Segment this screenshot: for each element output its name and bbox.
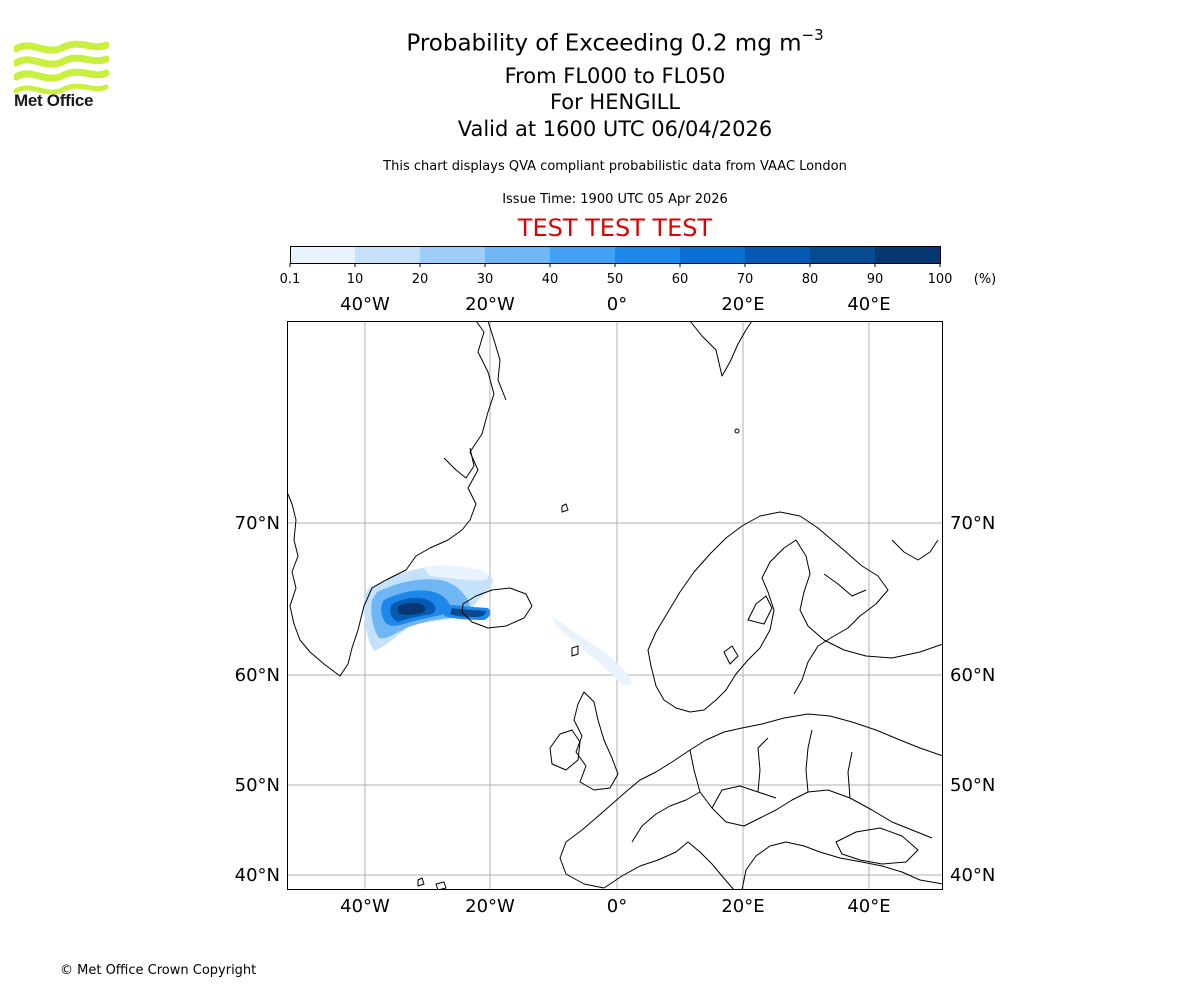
test-banner: TEST TEST TEST (517, 214, 713, 242)
lat-tick-label: 40°N (235, 865, 280, 886)
copyright-notice: © Met Office Crown Copyright (60, 963, 257, 978)
legend-tick-label: 70 (737, 272, 754, 287)
lon-tick-label: 20°E (721, 896, 764, 917)
lat-tick-label: 70°N (235, 513, 280, 534)
legend-unit: (%) (974, 272, 997, 287)
lon-tick-label: 0° (607, 294, 627, 315)
legend-swatch (875, 246, 941, 263)
lat-tick-label: 60°N (235, 665, 280, 686)
lon-tick-label: 40°E (847, 896, 890, 917)
legend-tick-label: 100 (928, 272, 953, 287)
location-label: For HENGILL (549, 90, 681, 114)
logo-text: Met Office (14, 91, 94, 110)
legend-swatch (550, 246, 616, 263)
legend-tick-label: 30 (477, 272, 494, 287)
legend-ticks: 0.1 10 20 30 40 50 60 70 80 90 100 (280, 263, 953, 287)
lon-tick-label: 40°E (847, 294, 890, 315)
probability-map[interactable]: 40°W 20°W 0° 20°E 40°E 40°W 20°W 0° 20°E… (0, 0, 1200, 960)
ash-probability-plume (363, 565, 632, 686)
title-exponent: −3 (801, 26, 824, 44)
chart-title: Probability of Exceeding 0.2 mg m−3 (0, 26, 1200, 57)
lat-labels-right: 70°N 60°N 50°N 40°N (950, 513, 995, 886)
lat-tick-label: 60°N (950, 665, 995, 686)
met-office-logo-icon (14, 40, 110, 95)
lon-labels-bottom: 40°W 20°W 0° 20°E 40°E (340, 896, 890, 917)
lon-tick-label: 40°W (340, 294, 390, 315)
lat-tick-label: 50°N (235, 775, 280, 796)
legend-swatch (745, 246, 811, 263)
lon-tick-label: 20°E (721, 294, 764, 315)
legend-tick-label: 20 (412, 272, 429, 287)
legend-tick-label: 0.1 (280, 272, 301, 287)
logo-wave-1 (14, 40, 110, 54)
legend-swatch (420, 246, 486, 263)
legend-tick-label: 60 (672, 272, 689, 287)
legend-tick-label: 90 (867, 272, 884, 287)
map-frame (287, 321, 943, 890)
color-legend: 0.1 10 20 30 40 50 60 70 80 90 100 (%) (280, 246, 997, 287)
legend-swatches (290, 246, 941, 263)
legend-tick-label: 10 (347, 272, 364, 287)
legend-swatch (355, 246, 421, 263)
lon-labels-top: 40°W 20°W 0° 20°E 40°E (340, 294, 890, 315)
logo-wave-4 (14, 83, 109, 95)
legend-tick-label: 50 (607, 272, 624, 287)
logo-wave-3 (14, 68, 110, 82)
legend-tick-label: 80 (802, 272, 819, 287)
legend-swatch (290, 246, 356, 263)
legend-swatch (615, 246, 681, 263)
legend-swatch (485, 246, 551, 263)
title-text: Probability of Exceeding 0.2 mg m (406, 30, 802, 57)
lat-labels-left: 70°N 60°N 50°N 40°N (235, 513, 280, 886)
lat-tick-label: 70°N (950, 513, 995, 534)
coastlines (287, 321, 943, 890)
logo-wave-2 (14, 54, 110, 68)
legend-swatch (810, 246, 876, 263)
lat-tick-label: 40°N (950, 865, 995, 886)
legend-swatch (680, 246, 746, 263)
issue-time: Issue Time: 1900 UTC 05 Apr 2026 (502, 192, 728, 207)
lon-tick-label: 0° (607, 896, 627, 917)
valid-time: Valid at 1600 UTC 06/04/2026 (457, 117, 773, 141)
level-range: From FL000 to FL050 (504, 64, 726, 88)
legend-tick-label: 40 (542, 272, 559, 287)
lat-tick-label: 50°N (950, 775, 995, 796)
lon-tick-label: 40°W (340, 896, 390, 917)
chart-note: This chart displays QVA compliant probab… (383, 159, 847, 174)
lon-tick-label: 20°W (465, 294, 515, 315)
lon-tick-label: 20°W (465, 896, 515, 917)
